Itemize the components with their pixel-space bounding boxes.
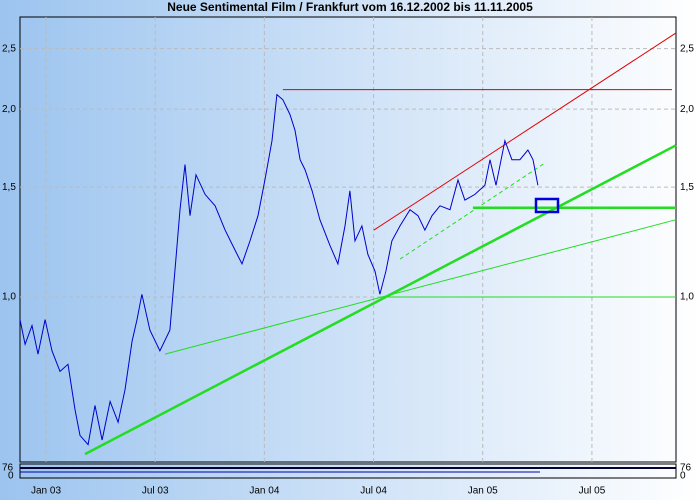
volume-tick-label: 76	[2, 463, 14, 474]
y-tick-label: 1,0	[680, 292, 694, 303]
y-tick-label: 2,5	[2, 43, 16, 54]
y-tick-label: 2,0	[680, 104, 694, 115]
trend-line	[84, 144, 677, 456]
plot-area	[19, 17, 677, 462]
chart-title: Neue Sentimental Film / Frankfurt vom 16…	[167, 0, 533, 14]
x-tick-label: Jul 05	[579, 486, 606, 497]
x-tick-label: Jul 03	[142, 486, 169, 497]
trend-line	[164, 219, 677, 355]
volume-tick-label: 76	[680, 463, 692, 474]
x-tick-label: Jan 03	[31, 486, 61, 497]
y-tick-label: 2,0	[2, 104, 16, 115]
plot-frame	[19, 16, 677, 463]
y-tick-label: 1,5	[2, 182, 16, 193]
trend-line	[373, 32, 677, 231]
trend-line	[399, 162, 546, 260]
volume-tick-label: 0	[680, 471, 686, 482]
y-tick-label: 2,5	[680, 43, 694, 54]
highlight-box	[534, 197, 560, 214]
y-tick-label: 1,5	[680, 182, 694, 193]
volume-frame	[19, 463, 677, 479]
price-line	[19, 93, 539, 446]
y-tick-label: 1,0	[2, 292, 16, 303]
volume-tick-label: 0	[8, 471, 14, 482]
x-tick-label: Jul 04	[360, 486, 387, 497]
x-tick-label: Jan 04	[249, 486, 279, 497]
x-tick-label: Jan 05	[468, 486, 498, 497]
